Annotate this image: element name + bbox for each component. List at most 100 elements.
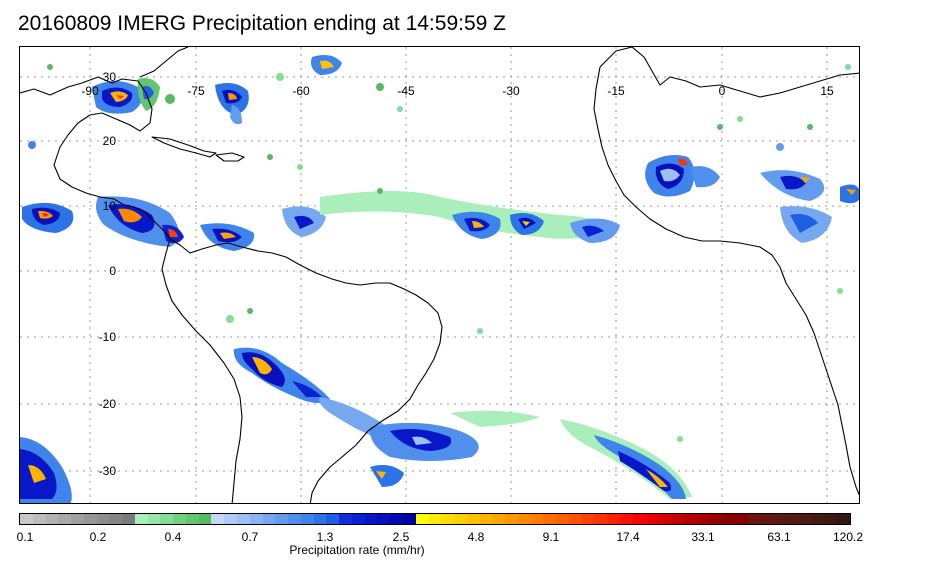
coastline-hispaniola	[215, 152, 245, 162]
colorbar-swatch	[288, 514, 301, 524]
colorbar-swatch	[607, 514, 620, 524]
precip-cell-central-america	[22, 196, 326, 251]
colorbar-swatch	[96, 514, 110, 524]
colorbar-swatch	[185, 514, 199, 524]
colorbar-tick-label: 2.5	[392, 530, 410, 544]
colorbar-swatch	[632, 514, 646, 524]
precip-itcz	[320, 191, 620, 243]
colorbar-tick-label: 4.8	[467, 530, 485, 544]
colorbar-swatch	[517, 514, 531, 524]
precipitation-colorbar	[19, 513, 851, 525]
colorbar-swatch	[798, 514, 812, 524]
colorbar-swatch	[696, 514, 710, 524]
longitude-label: 15	[820, 84, 834, 98]
colorbar-swatch	[71, 514, 84, 524]
colorbar-swatch	[619, 514, 633, 524]
colorbar-swatch	[479, 514, 493, 524]
colorbar-swatch	[160, 514, 174, 524]
colorbar-tick-label: 0.1	[16, 530, 34, 544]
colorbar-tick-label: 33.1	[691, 530, 715, 544]
latitude-label: -30	[99, 464, 117, 478]
colorbar-swatch	[441, 514, 455, 524]
coastline-south-america	[169, 238, 443, 503]
colorbar-swatch	[568, 514, 582, 524]
colorbar-swatch	[198, 514, 212, 524]
colorbar-swatch	[466, 514, 480, 524]
colorbar-swatch	[134, 514, 148, 524]
colorbar-swatch	[709, 514, 723, 524]
longitude-label: -75	[187, 84, 205, 98]
precipitation-map: -90 -75 -60 -45 -30 -15 0 15 30 20 10 0 -10 -20 -30	[19, 46, 860, 504]
precip-scatter-light	[28, 64, 851, 442]
colorbar-swatch	[747, 514, 761, 524]
colorbar-swatch	[339, 514, 352, 524]
latitude-label: 20	[103, 134, 117, 148]
colorbar-caption: Precipitation rate (mm/hr)	[289, 543, 425, 557]
latitude-label: 0	[109, 264, 116, 278]
colorbar-tick-label: 0.2	[89, 530, 107, 544]
colorbar-swatch	[237, 514, 250, 524]
colorbar-swatch	[645, 514, 659, 524]
colorbar-swatch	[32, 514, 46, 524]
coastline-us-east	[139, 47, 189, 78]
precipitation-field	[20, 55, 859, 503]
coastlines	[20, 47, 859, 503]
precip-cell-west-africa	[645, 155, 859, 243]
colorbar-swatch	[364, 514, 378, 524]
colorbar-swatch	[377, 514, 391, 524]
colorbar-swatch	[543, 514, 557, 524]
precip-cell-south-america	[233, 347, 394, 443]
longitude-label: -15	[607, 84, 625, 98]
longitude-label: -30	[502, 84, 520, 98]
precip-cell-north-1	[311, 55, 342, 75]
colorbar-swatch	[454, 514, 467, 524]
precip-cell-atlantic-nw	[215, 83, 249, 125]
map-canvas: -90 -75 -60 -45 -30 -15 0 15 30 20 10 0 -10 -20 -30	[20, 47, 859, 503]
coastline-south-america-west	[161, 238, 243, 503]
map-title: 20160809 IMERG Precipitation ending at 1…	[18, 12, 506, 35]
colorbar-swatch	[351, 514, 365, 524]
colorbar-swatch	[581, 514, 595, 524]
precip-cell-florida	[137, 78, 160, 111]
colorbar-swatch	[811, 514, 825, 524]
colorbar-swatch	[594, 514, 608, 524]
latitude-label: -20	[99, 397, 117, 411]
colorbar-swatch	[147, 514, 161, 524]
colorbar-swatch	[530, 514, 544, 524]
colorbar-tick-label: 17.4	[616, 530, 640, 544]
colorbar-swatch	[734, 514, 748, 524]
colorbar-tick-label: 1.3	[316, 530, 334, 544]
colorbar-swatch	[173, 514, 186, 524]
colorbar-swatch	[45, 514, 59, 524]
colorbar-swatch	[20, 514, 33, 524]
colorbar-swatch	[773, 514, 786, 524]
longitude-label: 0	[719, 84, 726, 98]
colorbar-swatch	[760, 514, 774, 524]
longitude-labels: -90 -75 -60 -45 -30 -15 0 15	[81, 84, 834, 98]
precip-cell-gulf	[92, 81, 142, 114]
colorbar-swatch	[58, 514, 72, 524]
colorbar-swatch	[211, 514, 225, 524]
colorbar-swatch	[415, 514, 429, 524]
colorbar-swatch	[671, 514, 684, 524]
colorbar-tick-label: 0.7	[241, 530, 259, 544]
colorbar-swatch	[402, 514, 416, 524]
colorbar-swatch	[492, 514, 506, 524]
colorbar-tick-label: 120.2	[832, 530, 864, 544]
colorbar-swatch	[249, 514, 263, 524]
coastline-africa	[593, 47, 859, 496]
colorbar-swatch	[122, 514, 135, 524]
colorbar-swatch	[390, 514, 403, 524]
colorbar-swatch	[428, 514, 442, 524]
colorbar-swatch	[83, 514, 97, 524]
colorbar-swatch	[300, 514, 314, 524]
colorbar-swatch	[824, 514, 837, 524]
latitude-label: 30	[103, 70, 117, 84]
colorbar-swatch	[556, 514, 569, 524]
colorbar-tick-label: 0.4	[164, 530, 182, 544]
coastline-north-america	[20, 76, 171, 240]
colorbar-tick-label: 63.1	[767, 530, 791, 544]
colorbar-swatch	[683, 514, 697, 524]
colorbar-swatch	[275, 514, 289, 524]
colorbar-swatch	[658, 514, 672, 524]
